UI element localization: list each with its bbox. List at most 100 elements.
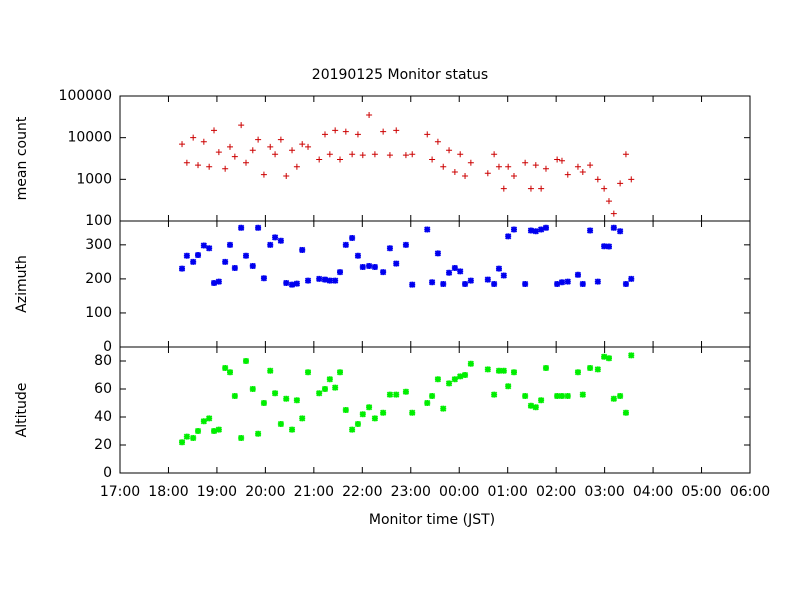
point bbox=[579, 168, 586, 175]
point bbox=[342, 128, 349, 135]
point bbox=[222, 258, 229, 266]
point bbox=[183, 433, 191, 440]
point bbox=[457, 268, 464, 275]
point bbox=[527, 185, 534, 192]
point bbox=[342, 241, 349, 248]
point bbox=[457, 373, 464, 380]
point bbox=[254, 430, 262, 437]
point bbox=[628, 275, 635, 283]
point bbox=[434, 250, 442, 257]
y-axis-label: Altitude bbox=[14, 383, 30, 438]
point bbox=[210, 279, 218, 287]
point bbox=[628, 176, 635, 183]
point bbox=[467, 360, 474, 367]
point bbox=[500, 272, 507, 279]
point bbox=[490, 280, 498, 288]
point bbox=[605, 198, 612, 205]
point bbox=[574, 163, 581, 170]
point bbox=[272, 151, 279, 158]
point bbox=[304, 369, 312, 376]
point bbox=[451, 264, 459, 272]
point bbox=[178, 439, 186, 446]
point bbox=[183, 252, 191, 259]
point bbox=[564, 278, 571, 285]
x-axis-label: Monitor time (JST) bbox=[369, 512, 495, 528]
point bbox=[354, 252, 362, 259]
point bbox=[332, 384, 339, 391]
point bbox=[206, 245, 213, 252]
point bbox=[277, 420, 285, 428]
point bbox=[574, 271, 582, 278]
point bbox=[462, 173, 469, 180]
point bbox=[222, 364, 229, 372]
point bbox=[332, 277, 339, 284]
point bbox=[326, 277, 333, 284]
y-tick-label: 1000 bbox=[76, 171, 112, 187]
point bbox=[393, 391, 400, 398]
point bbox=[594, 278, 601, 285]
point bbox=[424, 399, 431, 407]
y-tick-label: 200 bbox=[85, 271, 112, 287]
point bbox=[484, 276, 491, 283]
point bbox=[461, 371, 469, 379]
x-tick-label: 17:00 bbox=[100, 484, 140, 500]
point bbox=[200, 138, 207, 145]
y-tick-label: 10000 bbox=[67, 130, 112, 146]
point bbox=[461, 280, 469, 288]
point bbox=[532, 162, 539, 169]
x-tick-label: 04:00 bbox=[633, 484, 673, 500]
point bbox=[564, 171, 571, 178]
point bbox=[267, 367, 274, 374]
point bbox=[601, 185, 608, 192]
x-tick-label: 02:00 bbox=[536, 484, 576, 500]
point bbox=[445, 380, 453, 387]
point bbox=[434, 138, 441, 145]
point bbox=[428, 392, 436, 400]
chart-title: 20190125 Monitor status bbox=[312, 67, 488, 83]
point bbox=[605, 243, 613, 250]
point bbox=[495, 265, 503, 272]
point bbox=[553, 280, 561, 288]
point bbox=[574, 369, 582, 376]
y-tick-label: 0 bbox=[103, 339, 112, 355]
point bbox=[445, 269, 453, 276]
point bbox=[393, 260, 400, 267]
point bbox=[510, 173, 517, 180]
point bbox=[542, 165, 549, 172]
point bbox=[260, 275, 268, 282]
point bbox=[337, 156, 344, 163]
point bbox=[254, 224, 262, 231]
y-tick-label: 100 bbox=[85, 213, 112, 229]
point bbox=[600, 243, 608, 250]
point bbox=[238, 122, 245, 129]
point bbox=[510, 369, 518, 376]
point bbox=[491, 151, 498, 158]
y-tick-label: 60 bbox=[94, 381, 112, 397]
y-axis-label: mean count bbox=[14, 116, 30, 200]
point bbox=[500, 185, 507, 192]
point bbox=[505, 383, 512, 390]
point bbox=[260, 171, 267, 178]
point bbox=[554, 156, 561, 163]
point bbox=[321, 131, 328, 138]
point bbox=[505, 233, 512, 240]
point bbox=[409, 409, 416, 416]
point bbox=[299, 246, 306, 254]
point bbox=[366, 111, 373, 118]
point bbox=[249, 147, 256, 154]
point bbox=[532, 228, 539, 235]
x-tick-label: 06:00 bbox=[730, 484, 770, 500]
point bbox=[190, 258, 197, 266]
point bbox=[359, 411, 366, 418]
point bbox=[321, 276, 329, 283]
point bbox=[622, 151, 629, 158]
point bbox=[304, 277, 312, 284]
point bbox=[190, 434, 197, 442]
x-tick-label: 00:00 bbox=[439, 484, 479, 500]
point bbox=[527, 402, 535, 409]
point bbox=[288, 281, 296, 288]
point bbox=[537, 397, 545, 404]
point bbox=[260, 399, 268, 407]
point bbox=[522, 159, 529, 166]
point bbox=[349, 151, 356, 158]
